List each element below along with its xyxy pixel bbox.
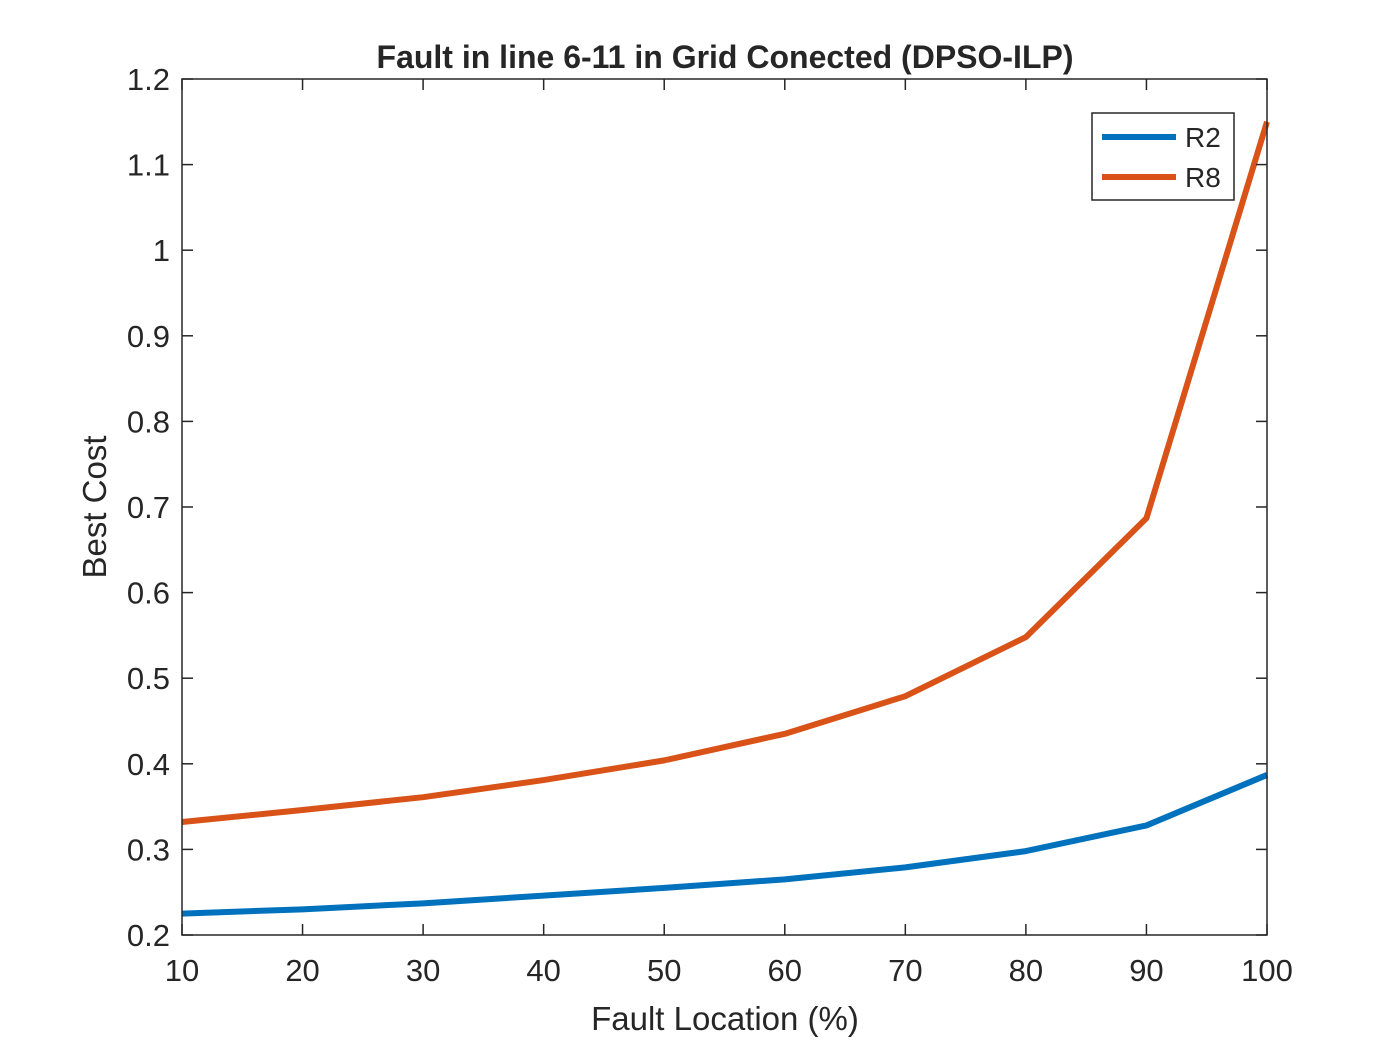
y-tick-label: 0.9 xyxy=(127,319,170,354)
y-tick-label: 0.6 xyxy=(127,576,170,611)
x-tick-label: 30 xyxy=(406,953,440,988)
y-tick-label: 0.4 xyxy=(127,747,170,782)
legend-label-r8: R8 xyxy=(1185,162,1221,193)
y-tick-label: 0.7 xyxy=(127,490,170,525)
x-tick-label: 70 xyxy=(888,953,922,988)
y-axis-label: Best Cost xyxy=(76,435,113,578)
x-tick-label: 60 xyxy=(768,953,802,988)
x-tick-label: 90 xyxy=(1129,953,1163,988)
x-tick-label: 20 xyxy=(285,953,319,988)
y-tick-label: 0.2 xyxy=(127,918,170,953)
x-tick-label: 40 xyxy=(526,953,560,988)
y-tick-label: 1.2 xyxy=(127,62,170,97)
y-tick-label: 1 xyxy=(153,233,170,268)
y-tick-label: 0.5 xyxy=(127,661,170,696)
y-tick-label: 1.1 xyxy=(127,148,170,183)
x-tick-label: 10 xyxy=(165,953,199,988)
y-tick-label: 0.3 xyxy=(127,832,170,867)
chart-title: Fault in line 6-11 in Grid Conected (DPS… xyxy=(377,39,1074,75)
x-tick-label: 100 xyxy=(1241,953,1293,988)
legend-label-r2: R2 xyxy=(1185,122,1221,153)
x-axis-label: Fault Location (%) xyxy=(591,1000,859,1037)
x-tick-label: 50 xyxy=(647,953,681,988)
x-tick-label: 80 xyxy=(1009,953,1043,988)
y-tick-label: 0.8 xyxy=(127,404,170,439)
